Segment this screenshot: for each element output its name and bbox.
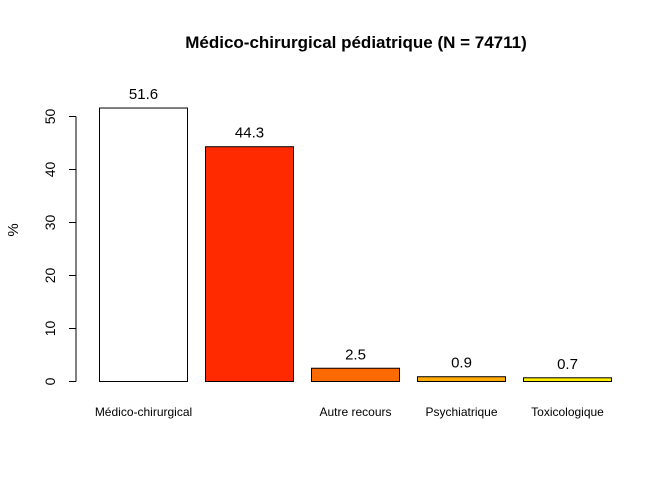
bar xyxy=(417,376,506,383)
bar xyxy=(523,377,612,383)
y-tick-label: 0 xyxy=(42,377,58,385)
bar-value-label: 51.6 xyxy=(129,86,158,103)
y-tick-label: 30 xyxy=(42,215,58,231)
bar-value-label: 0.7 xyxy=(557,356,578,373)
category-label: Médico-chirurgical xyxy=(95,405,192,419)
bars xyxy=(99,107,612,383)
bar-value-label: 44.3 xyxy=(235,125,264,142)
bar xyxy=(99,107,188,383)
category-label: Psychiatrique xyxy=(425,405,497,419)
category-label: Autre recours xyxy=(319,405,391,419)
bar-value-label: 0.9 xyxy=(451,355,472,372)
y-tick-label: 50 xyxy=(42,109,58,125)
chart-title: Médico-chirurgical pédiatrique (N = 7471… xyxy=(185,33,527,52)
y-tick-label: 20 xyxy=(42,268,58,284)
y-axis: 0 10 20 30 40 50 xyxy=(42,109,77,385)
y-tick-label: 10 xyxy=(42,321,58,337)
bar-value-label: 2.5 xyxy=(345,346,366,363)
value-labels: 51.6 44.3 2.5 0.9 0.7 xyxy=(129,86,578,373)
y-axis-label: % xyxy=(5,223,22,236)
bar xyxy=(205,146,294,382)
bar xyxy=(311,367,400,382)
category-labels: Médico-chirurgical Autre recours Psychiatr… xyxy=(95,405,604,419)
y-tick-label: 40 xyxy=(42,162,58,178)
category-label: Toxicologique xyxy=(531,405,604,419)
